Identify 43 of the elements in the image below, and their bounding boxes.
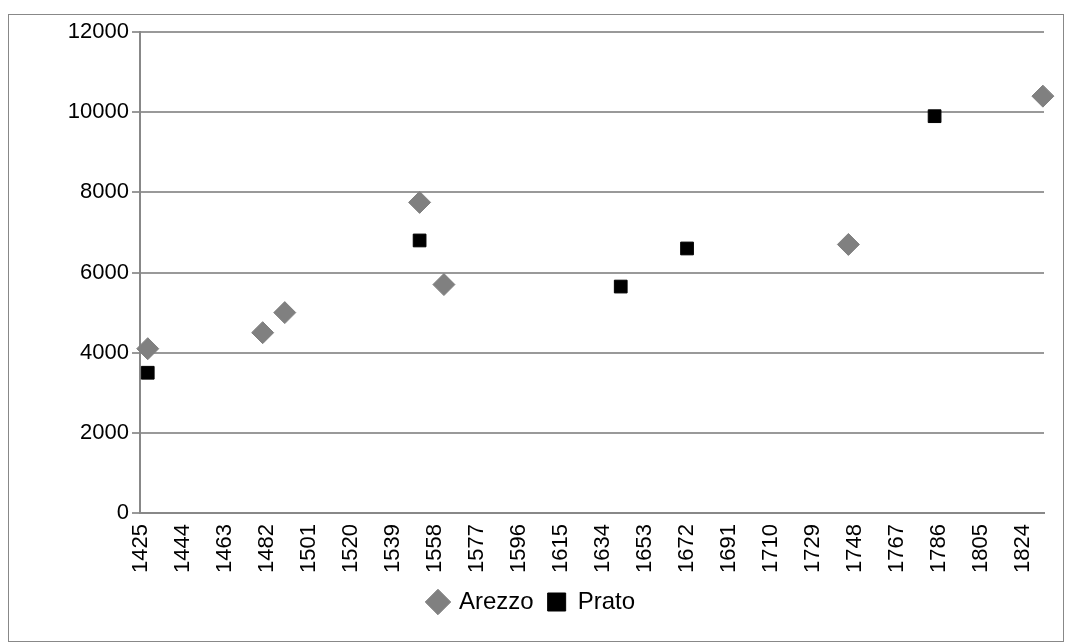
x-tick-label: 1805 [967,524,993,574]
y-tick-label: 12000 [67,18,129,44]
x-tick-label: 1558 [421,524,447,574]
point [432,273,456,297]
y-tick-label: 6000 [80,258,129,284]
point [680,241,694,256]
y-tick-label: 2000 [80,418,129,444]
x-tick-label: 1463 [211,524,237,574]
x-tick-label: 1710 [757,524,783,574]
point [251,321,275,345]
x-tick-label: 1520 [337,524,363,574]
x-tick-label: 1615 [547,524,573,574]
point [927,109,942,124]
y-tick-label: 4000 [80,338,129,364]
point [408,190,432,214]
x-tick-label: 1634 [589,524,615,574]
x-tick-label: 1482 [253,524,279,574]
x-tick-label: 1425 [127,524,153,574]
x-tick-label: 1786 [925,524,951,574]
x-tick-label: 1729 [799,524,825,574]
point [273,301,297,325]
y-tick-label: 8000 [80,178,129,204]
x-tick-label: 1501 [295,524,321,574]
x-tick-label: 1577 [463,524,489,574]
point [140,365,155,380]
point [136,337,160,361]
y-tick-label: 10000 [67,98,129,124]
x-tick-label: 1653 [631,524,657,574]
x-tick-label: 1672 [673,524,699,574]
x-tick-label: 1539 [379,524,405,574]
y-tick-label: 0 [116,499,129,525]
x-tick-label: 1444 [169,524,195,574]
point [412,233,427,248]
legend-label: Prato [577,586,636,614]
point [1031,84,1055,108]
x-tick-label: 1748 [841,524,867,574]
point [836,232,860,256]
x-tick-label: 1596 [505,524,531,574]
point [613,279,628,294]
x-tick-label: 1824 [1009,524,1035,574]
x-tick-label: 1691 [715,524,741,574]
legend-label: Arezzo [458,586,534,614]
x-tick-label: 1767 [883,524,909,574]
